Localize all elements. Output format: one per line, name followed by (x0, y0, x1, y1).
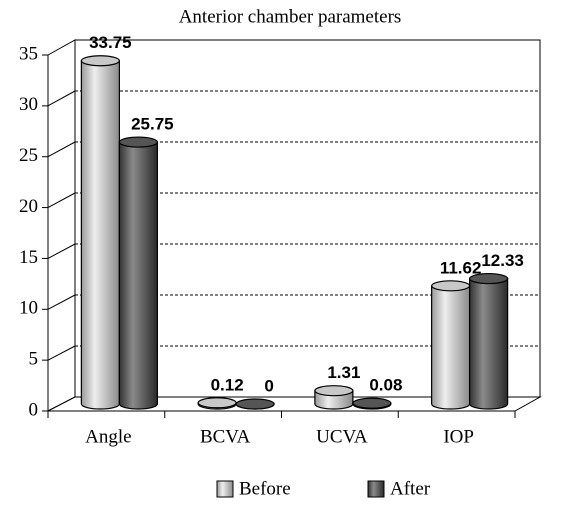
value-label: 1.31 (327, 363, 360, 382)
bar-top (235, 398, 275, 410)
y-tick-label: 15 (19, 247, 38, 268)
value-label: 0.08 (369, 376, 402, 395)
y-tick-label: 0 (29, 399, 39, 420)
left-wall (47, 39, 76, 412)
bar-top (314, 385, 354, 397)
chart-title: Anterior chamber parameters (179, 6, 402, 27)
value-label: 12.33 (481, 251, 524, 270)
legend-swatch (216, 480, 234, 498)
grid-line-side (47, 345, 76, 361)
y-tick-label: 20 (19, 196, 38, 217)
legend-label: Before (239, 478, 291, 499)
bar-top (352, 397, 392, 409)
floor (47, 396, 542, 412)
value-label: 0.12 (211, 375, 244, 394)
value-label: 33.75 (89, 33, 132, 52)
bar-body (431, 285, 471, 410)
bar-body (118, 141, 158, 410)
bar-body (469, 277, 509, 410)
y-tick-label: 10 (19, 298, 38, 319)
bar-top (80, 55, 120, 67)
grid-line-side (47, 90, 76, 107)
bar-top (431, 280, 471, 292)
x-tick-label: IOP (443, 426, 474, 447)
legend-label: After (390, 478, 431, 499)
grid-line-side (47, 192, 76, 209)
legend-swatch (367, 480, 385, 498)
x-tick-label: UCVA (316, 426, 368, 447)
y-tick-label: 30 (19, 94, 38, 115)
x-tick-label: Angle (85, 426, 131, 447)
grid-line-side (47, 243, 76, 259)
value-label: 25.75 (131, 115, 174, 134)
bar-top (197, 397, 237, 409)
bar-top (469, 272, 509, 285)
x-tick-label: BCVA (200, 426, 251, 447)
y-tick-label: 25 (19, 145, 38, 166)
bar-body (80, 60, 120, 410)
value-label: 0 (264, 376, 273, 395)
y-tick-label: 5 (29, 349, 39, 370)
grid-line-side (47, 294, 76, 310)
y-tick-label: 35 (19, 43, 38, 64)
grid-line-side (47, 141, 76, 158)
value-label: 11.62 (440, 258, 482, 277)
bar-top (118, 136, 158, 148)
